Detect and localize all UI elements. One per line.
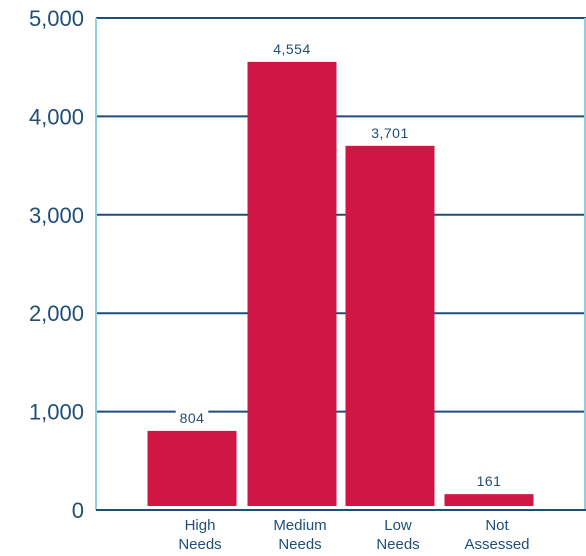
x-category-label: Not: [485, 517, 509, 534]
value-label-background: [472, 472, 506, 491]
bar: [345, 145, 435, 506]
bar: [147, 430, 237, 506]
value-label: 804: [180, 410, 205, 426]
x-category-label: High: [185, 517, 216, 534]
bars: [147, 61, 534, 506]
x-category-label: Needs: [278, 536, 321, 553]
x-category-label: Low: [384, 517, 412, 534]
bar: [247, 61, 337, 506]
y-axis: 0 1,000 2,000 3,000 4,000 5,000: [29, 6, 84, 523]
value-labels: 804 4,554 3,701 161: [175, 39, 506, 491]
value-label-background: [267, 39, 317, 58]
y-tick-label: 3,000: [29, 203, 84, 228]
y-tick-label: 4,000: [29, 104, 84, 129]
y-tick-label: 1,000: [29, 400, 84, 425]
y-tick-label: 5,000: [29, 6, 84, 31]
y-tick-label: 0: [72, 498, 84, 523]
value-label: 4,554: [273, 41, 311, 57]
x-category-label: Needs: [178, 536, 221, 553]
x-category-label: Assessed: [464, 536, 529, 553]
x-category-label: Needs: [376, 536, 419, 553]
bar: [444, 494, 534, 506]
x-axis: High Needs Medium Needs Low Needs Not Assessed: [96, 509, 586, 553]
value-label: 161: [477, 473, 502, 489]
value-label: 3,701: [371, 125, 409, 141]
value-label-background: [365, 123, 415, 142]
value-label-background: [175, 408, 209, 427]
x-category-label: Medium: [273, 517, 326, 534]
gridlines: [96, 17, 586, 413]
y-tick-label: 2,000: [29, 301, 84, 326]
chart-frame: [95, 18, 586, 510]
